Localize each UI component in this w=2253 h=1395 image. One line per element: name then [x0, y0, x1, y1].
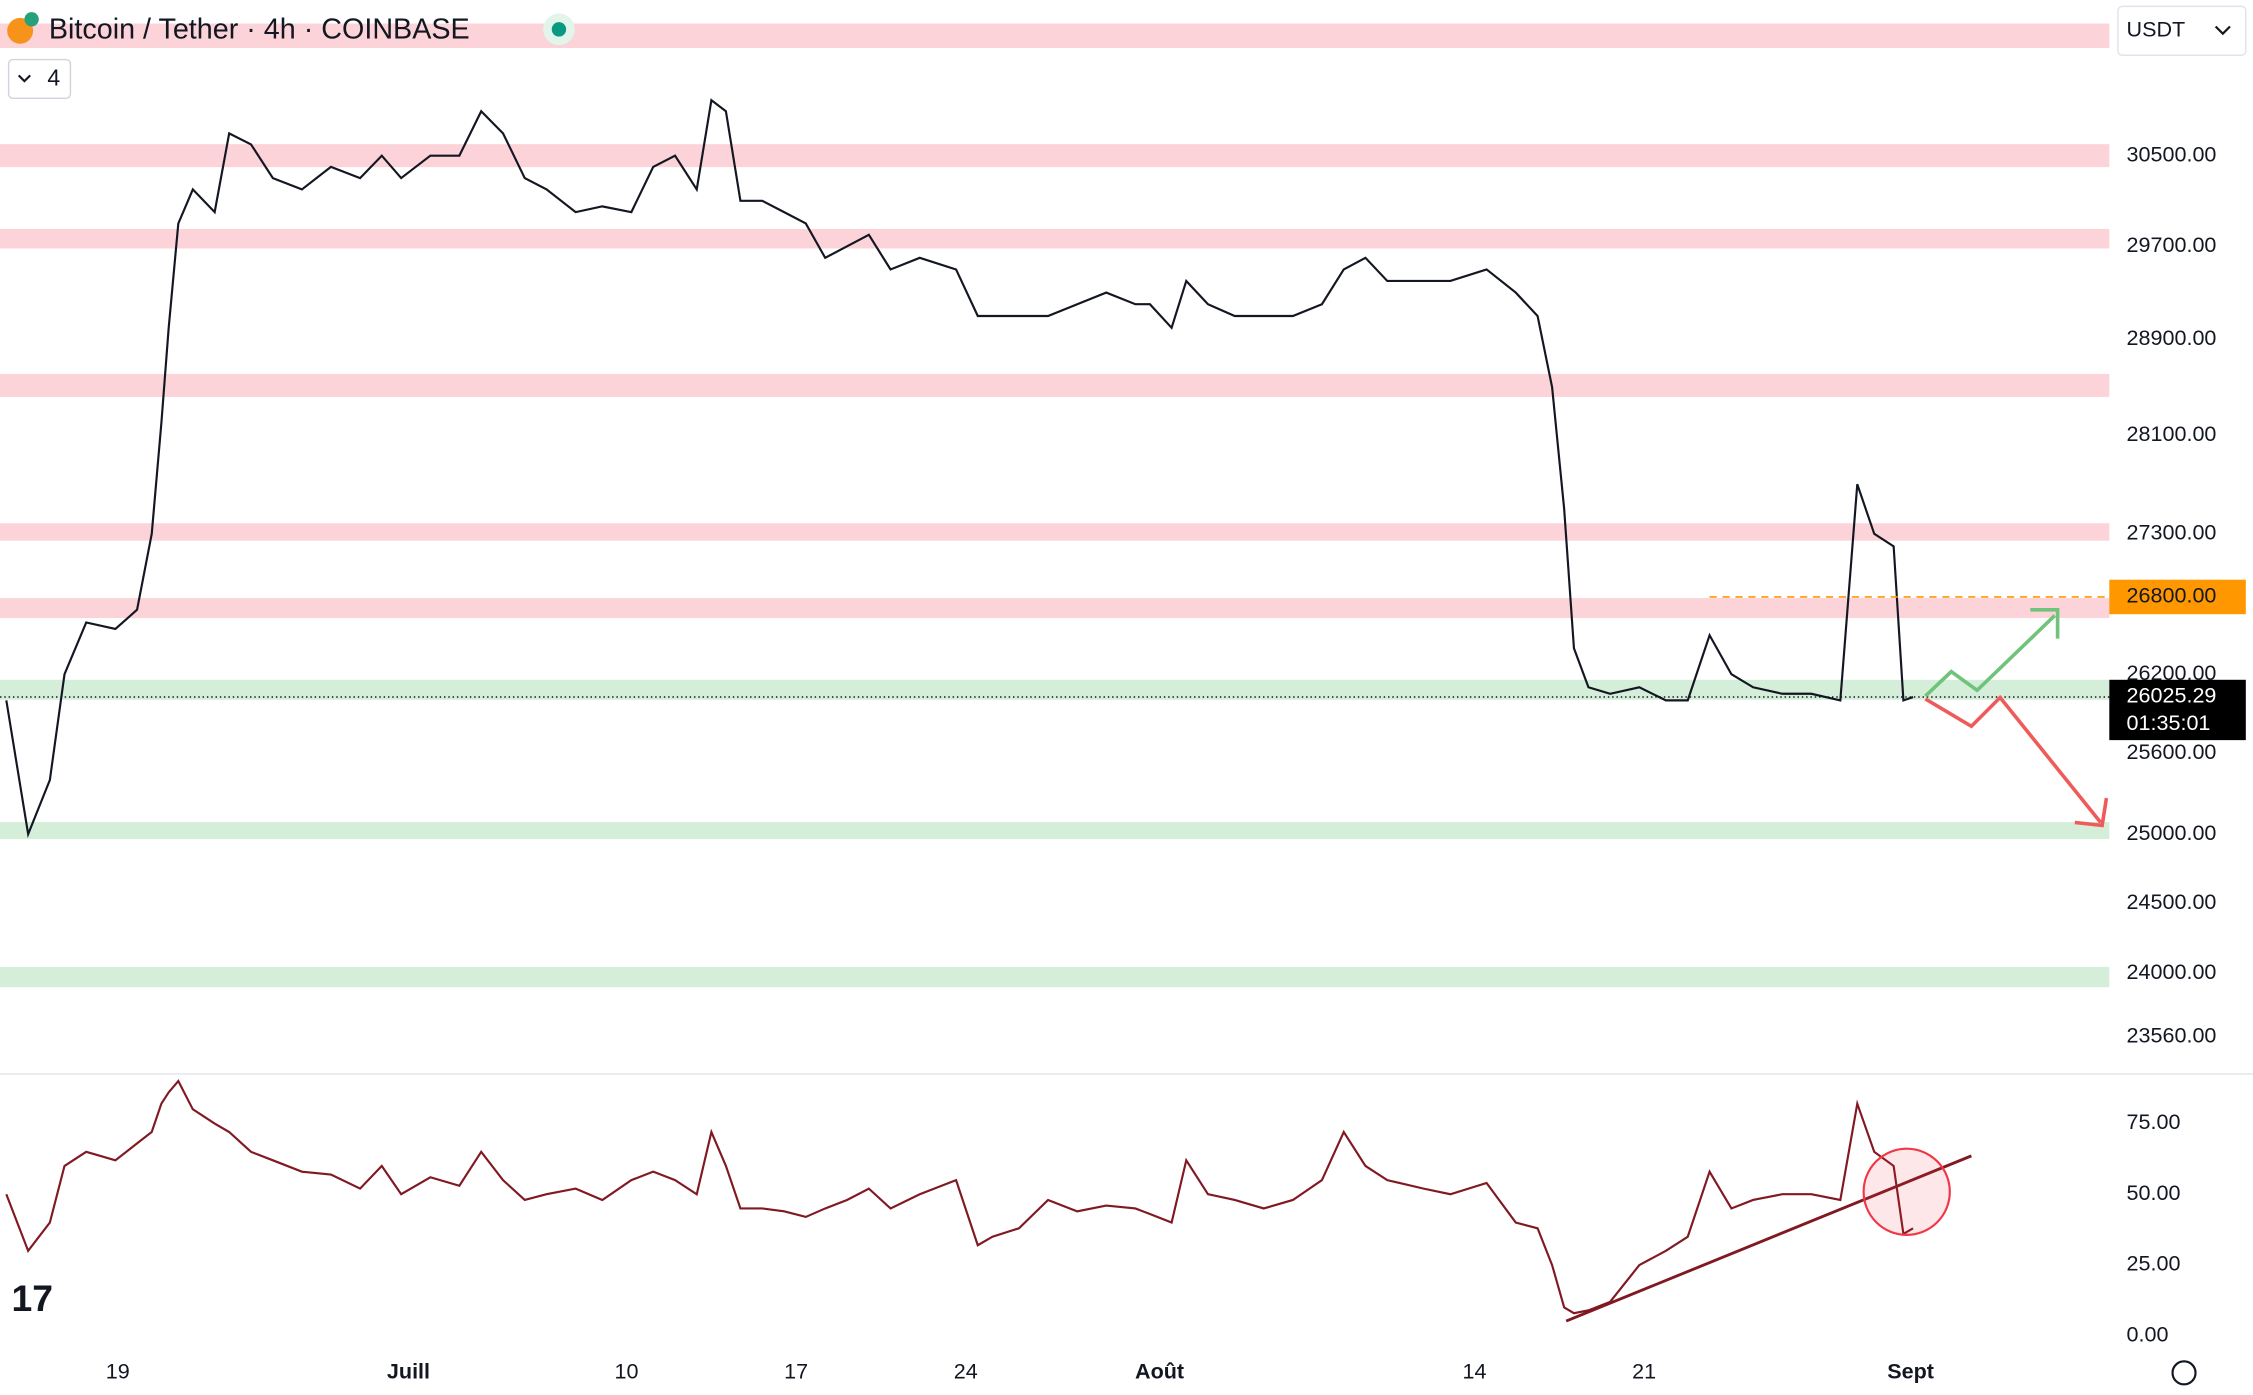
x-tick-label: Août: [1135, 1359, 1184, 1384]
y-tick-label: 28100.00: [2127, 421, 2217, 446]
x-tick-label: 17: [784, 1359, 808, 1384]
y-tick-label: 25.00: [2127, 1251, 2181, 1276]
x-tick-label: Juill: [387, 1359, 430, 1384]
countdown-label: 01:35:01: [2127, 710, 2211, 735]
y-tick-label: 24500.00: [2127, 889, 2217, 914]
zones: [0, 23, 2110, 988]
y-tick-label: 28900.00: [2127, 325, 2217, 350]
x-tick-label: 14: [1463, 1359, 1487, 1384]
series-line: [5, 98, 1914, 839]
level-tag-label: 26800.00: [2127, 583, 2217, 608]
y-tick-label: 25000.00: [2127, 820, 2217, 845]
y-tick-label: 30500.00: [2127, 141, 2217, 166]
last-price-label: 26025.29: [2127, 683, 2217, 708]
symbol-title: Bitcoin / Tether · 4h · COINBASE: [49, 13, 470, 45]
chevron: [17, 74, 31, 83]
bear-arrow: [1924, 694, 2103, 824]
y-tick-label: 50.00: [2127, 1180, 2181, 1205]
currency-select[interactable]: [2117, 5, 2247, 56]
y-tick-label: 27300.00: [2127, 520, 2217, 545]
x-tick-label: 19: [106, 1359, 130, 1384]
price-zone: [0, 523, 2110, 541]
settings-icon[interactable]: [2171, 1360, 2197, 1386]
last-price-tag: [2109, 679, 2246, 741]
indicator-toggle[interactable]: [7, 58, 72, 100]
price-zone: [0, 228, 2110, 249]
price-zone: [0, 144, 2110, 168]
status-dot: [551, 22, 567, 37]
plot: [0, 98, 2110, 1315]
tv-logo: 17: [11, 1277, 53, 1319]
rsi-trendline: [1565, 1154, 1972, 1323]
x-tick-label: Sept: [1887, 1359, 1934, 1384]
y-tick-label: 25600.00: [2127, 739, 2217, 764]
y-tick-label: 23560.00: [2127, 1022, 2217, 1047]
currency-label: USDT: [2127, 16, 2186, 41]
bull-arrow: [1924, 614, 2056, 698]
indicator-count: 4: [47, 65, 60, 91]
y-tick-label: 29700.00: [2127, 232, 2217, 257]
x-tick-label: 24: [954, 1359, 978, 1384]
price-zone: [0, 679, 2110, 700]
y-tick-label: 75.00: [2127, 1109, 2181, 1134]
price-zone: [0, 966, 2110, 988]
bear-arrow-head: [2074, 797, 2109, 828]
y-tick-label: 24000.00: [2127, 959, 2217, 984]
bull-arrow-head: [2030, 608, 2060, 639]
rsi-break-circle: [1862, 1147, 1951, 1236]
series-line: [5, 1079, 1914, 1315]
level-tag: [2109, 579, 2246, 615]
price-zone: [0, 373, 2110, 397]
x-tick-label: 10: [615, 1359, 639, 1384]
price-zone: [0, 23, 2110, 48]
usdt-icon: [24, 12, 39, 27]
x-tick-label: 21: [1632, 1359, 1656, 1384]
price-zone: [0, 822, 2110, 840]
y-tick-label: 0.00: [2127, 1321, 2169, 1346]
chevron: [2214, 25, 2231, 36]
price-zone: [0, 598, 2110, 619]
